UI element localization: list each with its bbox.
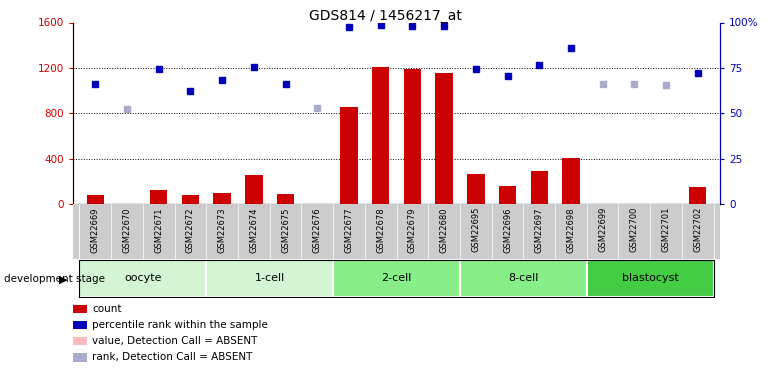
Bar — [206, 260, 333, 297]
Text: GSM22695: GSM22695 — [471, 207, 480, 252]
Text: ▶: ▶ — [59, 274, 68, 284]
Text: GSM22699: GSM22699 — [598, 207, 607, 252]
Text: GSM22673: GSM22673 — [218, 207, 226, 253]
Text: GSM22698: GSM22698 — [567, 207, 575, 253]
Bar — [333, 260, 460, 297]
Text: 1-cell: 1-cell — [255, 273, 285, 284]
Text: GSM22679: GSM22679 — [408, 207, 417, 253]
Text: development stage: development stage — [4, 274, 105, 284]
Bar — [435, 72, 453, 204]
Bar — [562, 158, 580, 204]
Bar — [499, 186, 516, 204]
Text: GSM22676: GSM22676 — [313, 207, 322, 253]
Text: oocyte: oocyte — [124, 273, 162, 284]
Text: value, Detection Call = ABSENT: value, Detection Call = ABSENT — [92, 336, 258, 346]
Text: GSM22701: GSM22701 — [661, 207, 671, 252]
Text: GSM22700: GSM22700 — [630, 207, 639, 252]
Bar — [86, 195, 104, 204]
Bar — [467, 174, 484, 204]
Bar — [372, 67, 390, 204]
Text: GSM22696: GSM22696 — [503, 207, 512, 253]
Text: GSM22674: GSM22674 — [249, 207, 259, 253]
Text: blastocyst: blastocyst — [622, 273, 678, 284]
Text: GSM22672: GSM22672 — [186, 207, 195, 253]
Text: GSM22678: GSM22678 — [377, 207, 385, 253]
Bar — [277, 194, 294, 204]
Bar — [245, 175, 263, 204]
Bar — [213, 193, 231, 204]
Text: 8-cell: 8-cell — [508, 273, 538, 284]
Bar — [150, 190, 168, 204]
Text: rank, Detection Call = ABSENT: rank, Detection Call = ABSENT — [92, 352, 253, 362]
Text: GSM22670: GSM22670 — [122, 207, 132, 253]
Bar — [460, 260, 587, 297]
Text: GDS814 / 1456217_at: GDS814 / 1456217_at — [309, 9, 461, 23]
Bar — [340, 106, 358, 204]
Text: GSM22702: GSM22702 — [693, 207, 702, 252]
Text: percentile rank within the sample: percentile rank within the sample — [92, 320, 268, 330]
Bar — [531, 171, 548, 204]
Text: GSM22697: GSM22697 — [534, 207, 544, 253]
Text: GSM22675: GSM22675 — [281, 207, 290, 253]
Text: GSM22680: GSM22680 — [440, 207, 449, 253]
Text: GSM22677: GSM22677 — [344, 207, 353, 253]
Bar — [689, 188, 707, 204]
Text: 2-cell: 2-cell — [381, 273, 412, 284]
Text: GSM22669: GSM22669 — [91, 207, 100, 253]
Text: GSM22671: GSM22671 — [154, 207, 163, 253]
Bar — [79, 260, 206, 297]
Bar — [182, 195, 199, 204]
Text: count: count — [92, 304, 122, 314]
Bar — [587, 260, 714, 297]
Bar — [403, 69, 421, 204]
